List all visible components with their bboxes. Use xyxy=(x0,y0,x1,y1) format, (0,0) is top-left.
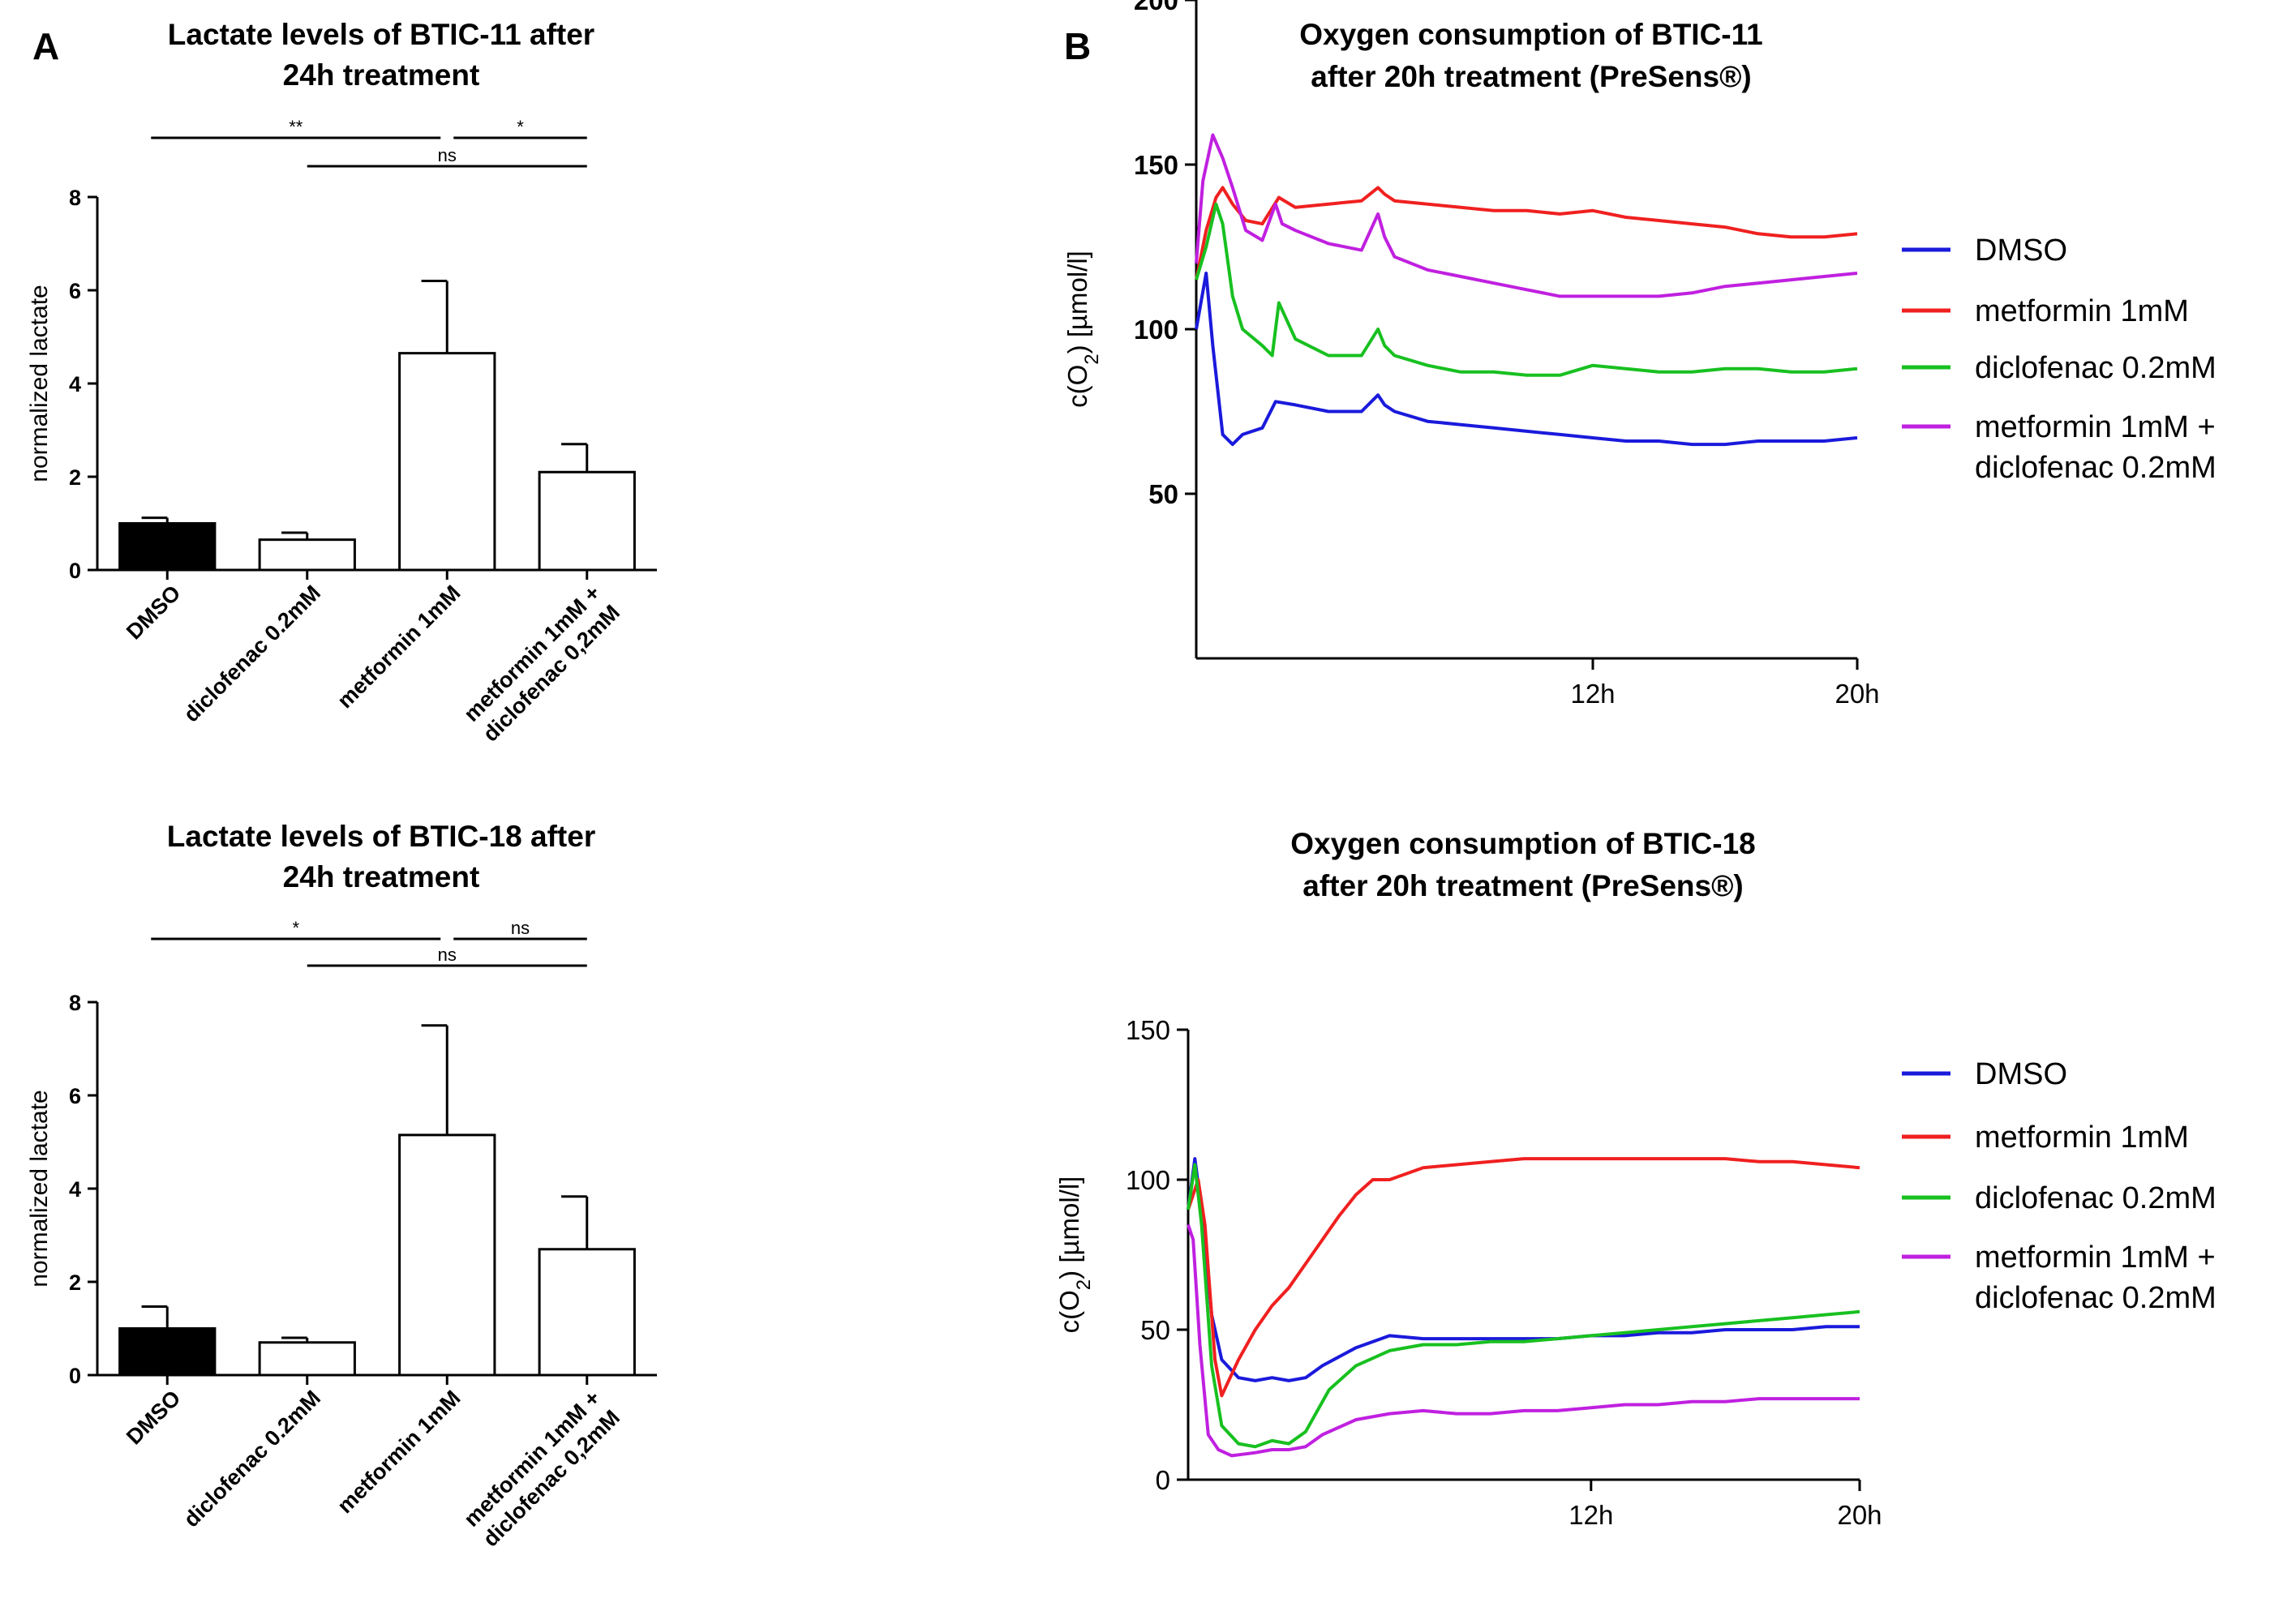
y-axis-title: normalized lactate xyxy=(26,285,53,482)
chart-title: Oxygen consumption of BTIC-11 xyxy=(1299,18,1763,51)
x-tick-label: 20h xyxy=(1835,679,1879,709)
x-tick-label: 12h xyxy=(1568,1500,1613,1530)
bar-chart-btic11: Lactate levels of BTIC-11 after 24h treat… xyxy=(26,18,657,746)
y-axis-title: c(O2) [µmol/l] xyxy=(1062,251,1103,408)
chart-title: after 20h treatment (PreSens®) xyxy=(1302,869,1743,902)
y-axis-title: normalized lactate xyxy=(26,1090,53,1287)
y-tick-label: 0 xyxy=(1156,1465,1170,1495)
series-line xyxy=(1187,1157,1860,1382)
panel-label-b: B xyxy=(1064,25,1092,67)
significance-label: ns xyxy=(438,145,457,165)
y-tick-label: 100 xyxy=(1134,315,1178,345)
y-tick-label: 2 xyxy=(69,465,81,490)
x-category-label: diclofenac 0.2mM xyxy=(179,1386,325,1532)
series-line xyxy=(1195,272,1858,447)
significance-label: ns xyxy=(511,918,530,938)
x-category-label: metformin 1mM xyxy=(333,581,465,713)
x-category-label: diclofenac 0.2mM xyxy=(179,581,325,726)
significance-label: * xyxy=(517,117,524,137)
bar xyxy=(118,522,217,572)
chart-title: after 20h treatment (PreSens®) xyxy=(1311,60,1751,93)
y-tick-label: 6 xyxy=(69,279,81,303)
legend-label: diclofenac 0.2mM xyxy=(1975,451,2216,485)
x-category-label: DMSO xyxy=(122,1386,185,1449)
y-tick-label: 2 xyxy=(69,1270,81,1295)
y-tick-label: 50 xyxy=(1148,479,1178,509)
y-axis-title: c(O2) [µmol/l] xyxy=(1054,1176,1095,1334)
significance-label: ** xyxy=(289,117,303,137)
significance-label: * xyxy=(292,918,299,938)
series-line xyxy=(1195,186,1858,281)
y-tick-label: 4 xyxy=(69,1177,81,1202)
line-chart-btic11: Oxygen consumption of BTIC-11 after 20h t… xyxy=(1062,0,2216,709)
x-tick-label: 12h xyxy=(1570,679,1615,709)
legend-label: diclofenac 0.2mM xyxy=(1975,351,2216,385)
significance-label: ns xyxy=(438,945,457,965)
x-tick-label: 20h xyxy=(1837,1500,1882,1530)
chart-title: Lactate levels of BTIC-18 after xyxy=(167,820,595,853)
y-tick-label: 8 xyxy=(69,991,81,1015)
series-line xyxy=(1195,202,1858,377)
legend-label: metformin 1mM + xyxy=(1975,1240,2216,1275)
bar xyxy=(258,1341,356,1377)
chart-title: 24h treatment xyxy=(283,58,480,92)
chart-title: 24h treatment xyxy=(283,860,480,893)
y-tick-label: 0 xyxy=(69,559,81,583)
legend-label: metformin 1mM xyxy=(1975,1121,2189,1155)
legend-label: metformin 1mM xyxy=(1975,294,2189,328)
series-line xyxy=(1187,1163,1860,1449)
legend-label: DMSO xyxy=(1975,234,2067,268)
legend-label: diclofenac 0.2mM xyxy=(1975,1281,2216,1315)
y-tick-label: 0 xyxy=(69,1364,81,1388)
y-tick-label: 50 xyxy=(1140,1315,1170,1345)
legend-label: DMSO xyxy=(1975,1057,2067,1091)
legend-label: diclofenac 0.2mM xyxy=(1975,1181,2216,1215)
y-tick-label: 100 xyxy=(1126,1165,1170,1195)
chart-title: Lactate levels of BTIC-11 after xyxy=(168,18,594,51)
series-line xyxy=(1187,1223,1860,1458)
series-line xyxy=(1195,133,1858,298)
bar xyxy=(398,1133,496,1377)
bar xyxy=(118,1327,217,1377)
y-tick-label: 8 xyxy=(69,186,81,210)
y-tick-label: 6 xyxy=(69,1084,81,1108)
y-tick-label: 200 xyxy=(1134,0,1178,15)
bar xyxy=(538,1248,636,1377)
y-tick-label: 150 xyxy=(1126,1015,1170,1045)
y-tick-label: 4 xyxy=(69,372,81,396)
bar xyxy=(258,538,356,572)
series-line xyxy=(1187,1157,1860,1398)
bar-chart-btic18: Lactate levels of BTIC-18 after 24h treat… xyxy=(26,820,657,1551)
x-category-label: metformin 1mM xyxy=(333,1386,465,1518)
bar xyxy=(538,470,636,572)
x-category-label: DMSO xyxy=(122,581,185,644)
bar xyxy=(398,352,496,572)
legend-label: metformin 1mM + xyxy=(1975,410,2216,444)
y-tick-label: 150 xyxy=(1134,150,1178,180)
chart-title: Oxygen consumption of BTIC-18 xyxy=(1290,827,1756,860)
panel-label-a: A xyxy=(32,25,60,67)
line-chart-btic18: Oxygen consumption of BTIC-18 after 20h t… xyxy=(1054,827,2216,1530)
